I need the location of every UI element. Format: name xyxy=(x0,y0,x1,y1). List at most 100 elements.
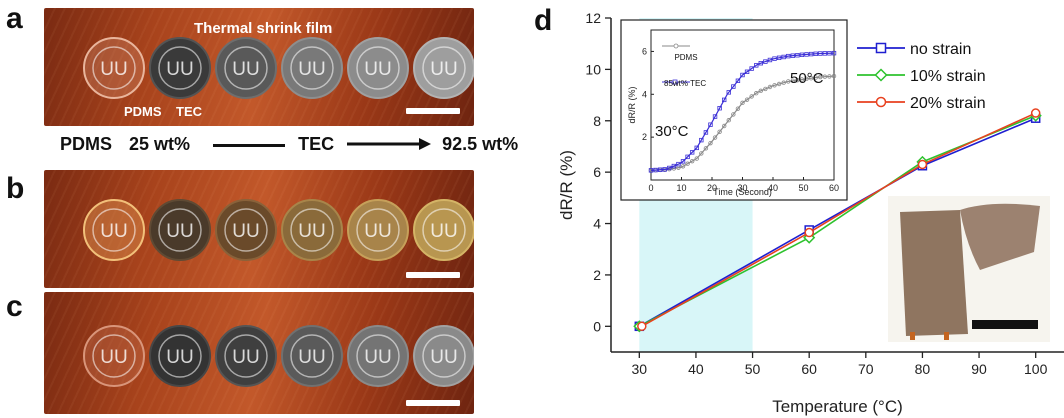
disc-inner-ring xyxy=(290,334,334,378)
disc-inner-ring xyxy=(422,208,466,252)
data-point-circle xyxy=(917,159,928,170)
panel-label-d: d xyxy=(534,4,553,37)
legend-label: no strain xyxy=(910,41,971,58)
inset-point xyxy=(653,167,658,173)
y-tick-label: 12 xyxy=(585,10,601,26)
disc-label: UU xyxy=(298,221,325,242)
photo-panel-a: UU UU UU UU UU UU Thermal shrink film PDMS TE… xyxy=(44,8,474,126)
data-point-circle xyxy=(637,321,647,332)
inset-chart: 0 10 20 30 40 50 60 2 4 6 Time (Second) dR/R (%)… xyxy=(620,19,848,201)
disc-inner-ring xyxy=(224,334,268,378)
disc-row-c: UU UU UU UU UU UU xyxy=(83,325,474,387)
inset-point xyxy=(694,145,699,151)
inset-point xyxy=(758,61,763,66)
scale-bar-d xyxy=(972,320,1038,329)
inset-point xyxy=(772,56,777,61)
inset-y-tick-label: 6 xyxy=(642,46,647,56)
inset-x-tick-label: 0 xyxy=(648,183,653,193)
inset-point xyxy=(818,74,823,80)
inset-point xyxy=(781,80,786,85)
inset-point xyxy=(808,76,814,81)
inset-legend-label: PDMS xyxy=(674,53,697,62)
inset-x-tick-label: 10 xyxy=(676,183,686,193)
disc-row-a-discs: UU UU UU UU UU UU xyxy=(83,37,474,99)
disc-inner-ring xyxy=(158,208,202,252)
inset-point xyxy=(648,168,654,173)
legend: no strain 10% strain 20% strain xyxy=(857,41,986,112)
inset-point xyxy=(708,140,713,146)
disc-inner-ring xyxy=(224,46,268,90)
inset-point xyxy=(694,156,699,161)
disc-label: UU xyxy=(100,59,127,80)
x-tick-label: 90 xyxy=(971,361,987,377)
data-point-circle xyxy=(1030,108,1041,118)
x-tick-label: 50 xyxy=(745,361,761,377)
inset-point xyxy=(712,135,718,140)
inset-point xyxy=(731,112,736,117)
inset-point xyxy=(685,161,690,166)
inset-point xyxy=(749,66,754,71)
inset-point xyxy=(735,78,741,83)
disc-label: UU xyxy=(364,59,391,80)
inset-point xyxy=(763,59,768,64)
x-axis-label: Temperature (°C) xyxy=(772,397,903,416)
inset-point xyxy=(827,51,832,56)
inset-point xyxy=(717,129,722,134)
inset-point xyxy=(813,51,818,56)
inset-point xyxy=(722,123,727,129)
inset-point xyxy=(671,166,677,171)
disc-label: UU xyxy=(166,347,193,368)
inset-point xyxy=(795,77,800,83)
x-tick-label: 40 xyxy=(688,361,704,377)
data-point-diamond xyxy=(874,68,888,82)
inset-point xyxy=(667,165,672,171)
inset-point xyxy=(804,76,809,82)
disc-inner-ring xyxy=(224,208,268,252)
data-point-diamond xyxy=(916,155,929,168)
inset-y-tick-label: 4 xyxy=(642,89,647,99)
disc-inner-ring xyxy=(356,46,400,90)
inset-point xyxy=(699,151,704,156)
inset-point xyxy=(703,146,709,151)
ratio-end: 92.5 wt% xyxy=(442,134,519,154)
scale-bar-b xyxy=(406,272,460,278)
inset-point xyxy=(689,158,695,164)
inset-point xyxy=(822,51,828,56)
inset-series-line xyxy=(650,52,835,171)
inset-point xyxy=(808,51,814,57)
inset-point xyxy=(740,72,745,78)
ratio-tec: TEC xyxy=(298,134,335,154)
disc-label: UU xyxy=(364,221,391,242)
y-tick-label: 6 xyxy=(593,164,601,180)
disc-label: UU xyxy=(298,59,325,80)
x-tick-label: 70 xyxy=(858,361,874,377)
ratio-pdms: PDMS xyxy=(60,134,113,154)
inset-point xyxy=(749,94,754,99)
sensor-photo-inset xyxy=(888,196,1050,342)
inset-point xyxy=(685,154,690,160)
inset-point xyxy=(776,55,782,61)
disc-label: UU xyxy=(166,59,193,80)
inset-point xyxy=(772,83,777,88)
panel-label-a: a xyxy=(6,2,23,35)
inset-point xyxy=(827,74,832,79)
x-tick-label: 30 xyxy=(632,361,648,377)
inset-point xyxy=(767,84,773,90)
y-axis-label: dR/R (%) xyxy=(557,150,576,220)
inset-point xyxy=(653,167,658,173)
inset-point xyxy=(667,166,672,172)
inset-point xyxy=(758,88,763,94)
inset-legend: PDMS 85wt% TEC xyxy=(662,43,706,88)
inset-point xyxy=(703,130,709,135)
inset-point xyxy=(657,167,663,173)
inset-point xyxy=(708,122,713,127)
inset-point xyxy=(795,53,800,58)
ratio-start: 25 wt% xyxy=(129,134,191,154)
disc-inner-ring xyxy=(92,334,136,378)
disc-label: UU xyxy=(298,347,325,368)
inset-point xyxy=(689,150,695,155)
series-line-20-strain xyxy=(641,112,1037,328)
inset-series-line xyxy=(650,75,835,171)
y-tick-label: 8 xyxy=(593,113,601,129)
inset-point xyxy=(818,51,823,56)
